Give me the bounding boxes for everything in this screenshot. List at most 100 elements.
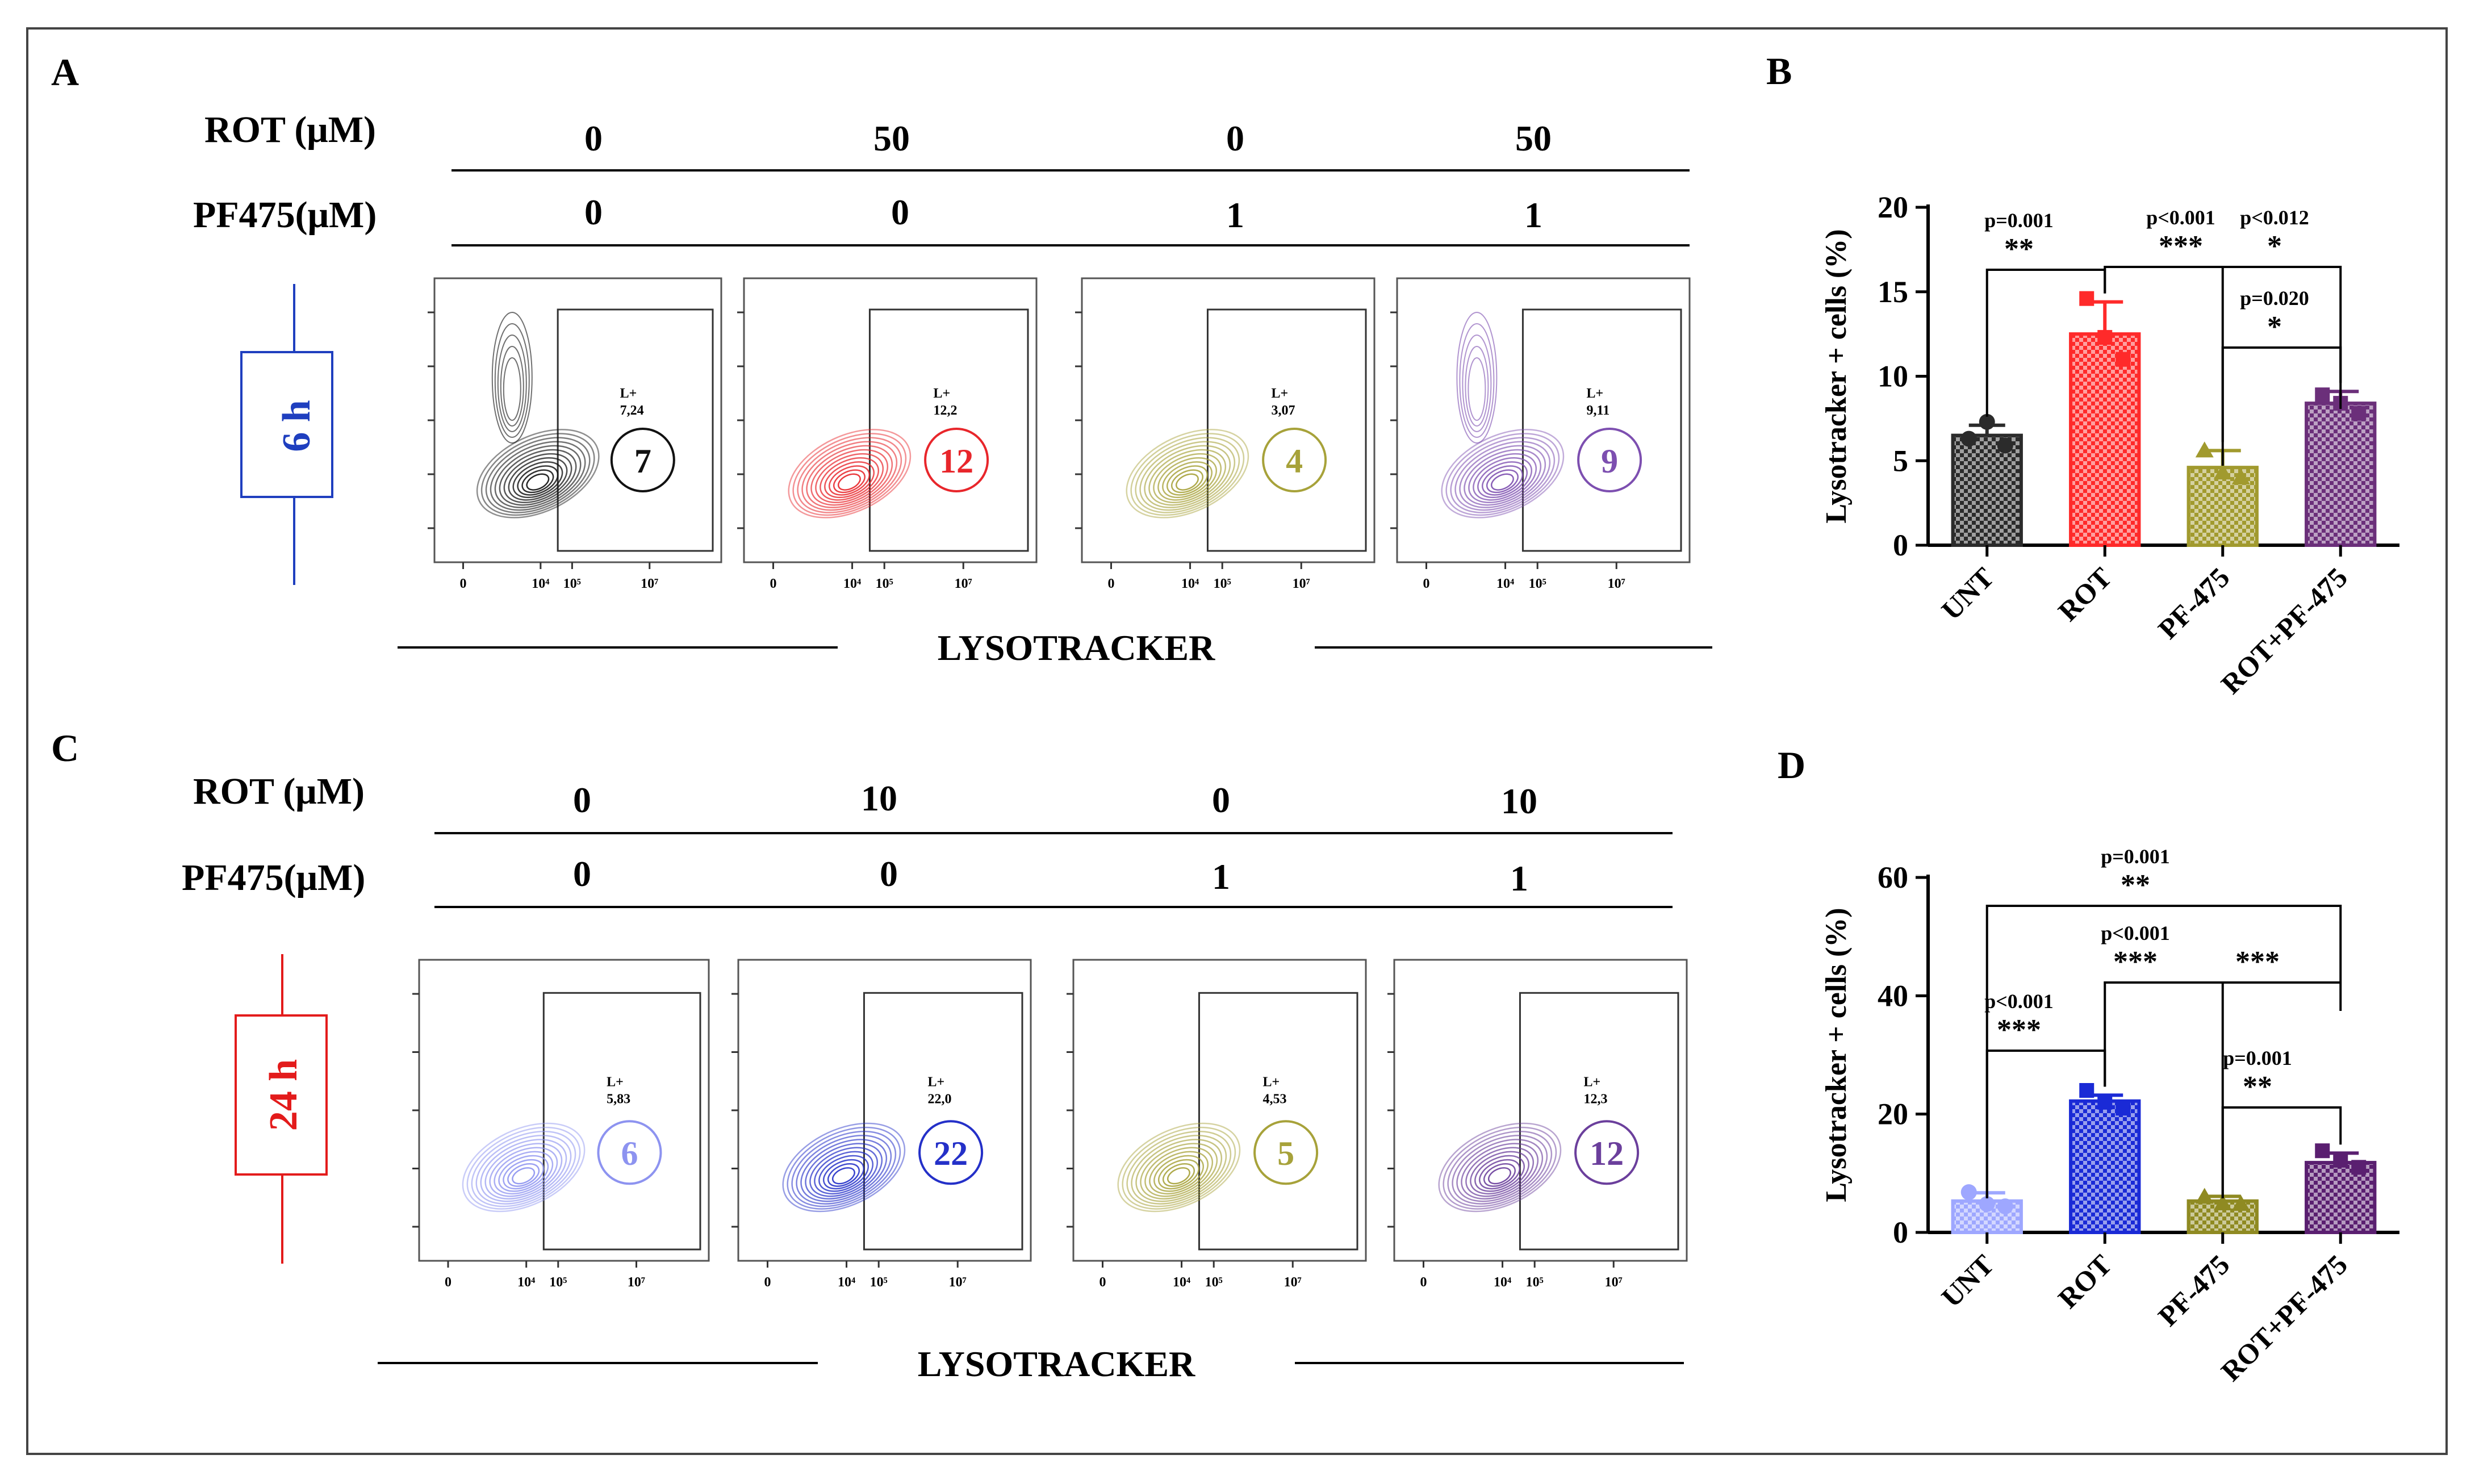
panel-c-rot-value: 0 [573,780,591,820]
flow-contour-tail [1456,312,1498,444]
flow-gate-name: L+ [934,386,951,401]
flow-contour-line [831,1167,855,1185]
flow-contour-line [800,1139,888,1202]
flow-plot: 0 10⁴ 10⁵ 10⁷ L+ 3,07 4 [1075,277,1376,591]
panel-c-pf-label: PF475(μM) [182,857,365,898]
panel-c: C ROT (μM) PF475(μM) 0 10 0 10 0 0 1 1 2… [51,726,1688,1384]
flow-contour-line [1157,457,1218,501]
flow-contour-line [1158,1159,1199,1190]
y-tick-label: 15 [1878,275,1908,309]
flow-percent-circle [924,428,989,492]
flow-contour-tail [497,335,527,432]
panel-c-rot-label: ROT (μM) [193,771,365,812]
data-point [2079,291,2094,306]
flow-x-tick-label: 10⁷ [1605,1275,1623,1290]
flow-plot-frame [1393,959,1688,1262]
flow-contour-tail [494,323,530,438]
flow-row-a: 0 10⁴ 10⁵ 10⁷ L+ 7,24 7 0 10⁴ 10⁵ 10⁷ L+ 12,2 12 0 10⁴ 1… [428,277,1691,591]
panel-a-axis-label: LYSOTRACKER [938,628,1215,668]
flow-contour-line [466,1126,581,1210]
flow-gate-value: 3,07 [1272,403,1295,418]
flow-plot-frame [1396,277,1691,563]
flow-contours [1126,429,1249,519]
flow-plot: 0 10⁴ 10⁵ 10⁷ L+ 12,3 12 [1387,959,1688,1290]
flow-plot-frame [433,277,722,563]
panel-c-rot-value: 10 [861,778,897,818]
flow-gate-value: 9,11 [1587,403,1610,418]
panel-c-pf-value: 1 [1212,856,1230,897]
flow-contour-line [1454,441,1551,511]
flow-gate [868,308,1029,552]
flow-x-tick-label: 0 [764,1275,771,1290]
flow-contour-line [490,441,586,511]
significance-stars: ** [2243,1071,2272,1103]
data-point [2231,1195,2250,1211]
panel-c-pf-value: 0 [573,854,591,894]
data-point [2315,387,2330,403]
flow-contour-line [462,1122,586,1213]
data-point [1997,437,2013,454]
flow-contour-line [833,469,866,494]
flow-x-tick-label: 10⁴ [838,1275,855,1290]
flow-plot-frame [743,277,1038,563]
significance-stars: *** [2159,230,2203,262]
flow-percent-number: 22 [934,1135,968,1172]
y-tick-label: 5 [1893,444,1908,478]
panel-c-letter: C [51,726,79,770]
y-tick-label: 10 [1878,359,1908,394]
flow-contour-line [1465,1147,1535,1197]
data-point [2213,1194,2232,1210]
flow-contour-line [489,1147,558,1197]
flow-plot: 0 10⁴ 10⁵ 10⁷ L+ 5,83 6 [412,959,710,1290]
flow-contours [476,312,600,519]
flow-contour-line [476,429,600,519]
flow-plot: 0 10⁴ 10⁵ 10⁷ L+ 7,24 7 [428,277,722,591]
flow-x-tick-label: 10⁵ [1526,1275,1544,1290]
significance-stars: *** [1997,1014,2041,1046]
significance-stars: *** [2235,946,2280,978]
flow-plot: 0 10⁴ 10⁵ 10⁷ L+ 22,0 22 [731,959,1032,1290]
data-point [2333,1152,2348,1168]
flow-contour-line [1162,1163,1195,1187]
flow-gate-value: 22,0 [928,1092,952,1107]
flow-contour-line [805,1143,883,1200]
flow-contour-line [1456,1139,1544,1202]
flow-gate [542,992,701,1251]
data-point [2231,469,2250,484]
flow-contour-line [1135,1139,1223,1202]
data-point [2315,1143,2330,1159]
significance-p-value: p=0.001 [2223,1047,2292,1069]
flow-contour-line [1153,453,1222,504]
flow-x-tick-label: 10⁵ [1205,1275,1223,1290]
panel-a-letter: A [51,51,79,94]
flow-plot-frame [737,959,1032,1262]
flow-gate-name: L+ [607,1075,624,1090]
flow-x-tick-label: 0 [445,1275,451,1290]
flow-contour-line [1135,437,1240,513]
flow-gate-name: L+ [1272,386,1289,401]
bar [2069,1099,2141,1234]
panel-c-pf-value: 1 [1510,858,1528,898]
flow-gate [1206,308,1367,552]
flow-gate [1519,992,1679,1251]
data-point [2351,1160,2367,1175]
bar [1951,433,2023,547]
flow-contour-tail [1468,357,1486,421]
flow-x-tick-label: 10⁴ [1173,1275,1190,1290]
flow-contour-line [1459,445,1546,508]
panel-d-letter: D [1778,743,1805,787]
data-point [1960,430,1977,447]
flow-contour-line [1461,1143,1539,1200]
y-tick-label: 40 [1878,979,1908,1013]
y-tick-label: 60 [1878,860,1908,894]
panel-c-pf-value: 0 [880,854,898,894]
flow-x-tick-label: 10⁷ [955,576,972,591]
significance-bracket [2221,1106,2342,1198]
flow-gate-name: L+ [1587,386,1604,401]
flow-percent-circle [1253,1120,1319,1185]
flow-contour-line [801,441,898,511]
flow-contour-line [820,457,880,501]
x-tick-label: ROT [2052,561,2118,627]
flow-contour-tail [503,357,521,421]
